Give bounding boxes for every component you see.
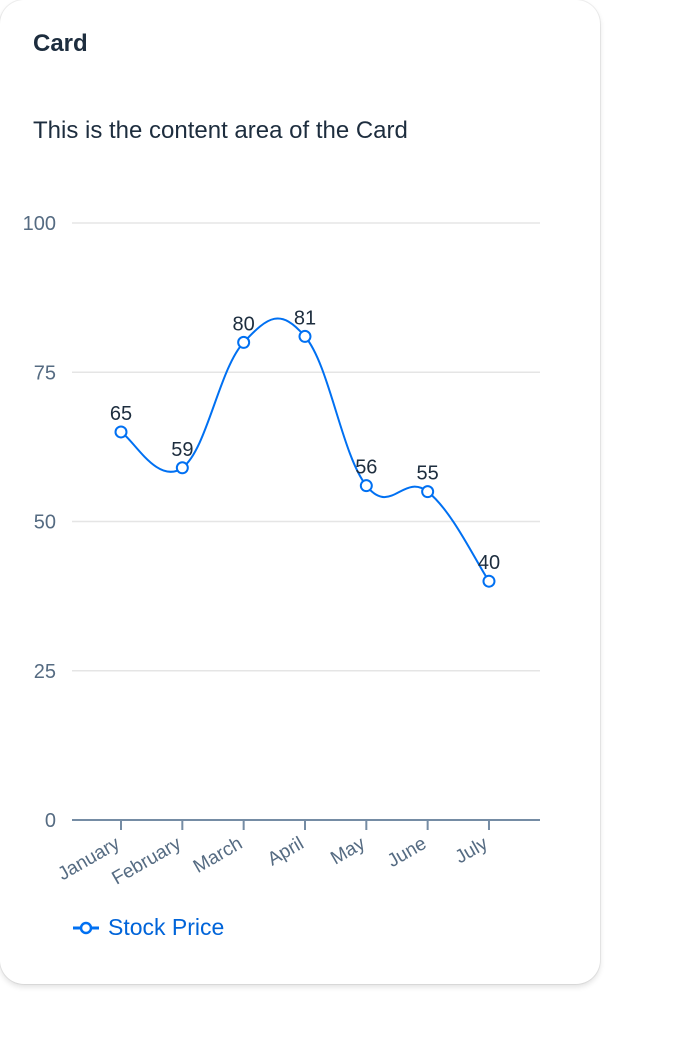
x-tick-label: April xyxy=(264,833,307,870)
data-label: 56 xyxy=(355,457,377,479)
x-axis xyxy=(72,819,540,830)
data-label: 40 xyxy=(478,552,500,574)
data-label: 81 xyxy=(294,307,316,329)
y-tick-label: 50 xyxy=(34,512,56,534)
data-label: 65 xyxy=(110,403,132,425)
y-tick-label: 75 xyxy=(34,362,56,384)
data-point xyxy=(237,335,251,349)
data-points xyxy=(114,329,496,588)
data-point xyxy=(175,461,189,475)
card: Card This is the content area of the Car… xyxy=(22,30,540,941)
legend-item-stock-price[interactable]: Stock Price xyxy=(72,914,224,941)
data-label: 55 xyxy=(417,463,439,485)
x-tick-label: March xyxy=(190,833,246,878)
grid-lines xyxy=(72,222,540,672)
data-point xyxy=(421,485,435,499)
x-tick-label: July xyxy=(452,833,492,868)
card-content-text: This is the content area of the Card xyxy=(33,117,408,144)
data-point xyxy=(359,479,373,493)
y-tick-label: 0 xyxy=(45,810,56,832)
x-tick-label: February xyxy=(108,833,185,889)
y-tick-label: 100 xyxy=(23,213,56,235)
data-point xyxy=(114,425,128,439)
y-axis-ticks: 0 25 50 75 100 xyxy=(23,213,56,832)
data-point xyxy=(482,574,496,588)
x-tick-label: June xyxy=(384,833,430,872)
card-title: Card xyxy=(33,30,88,57)
data-label: 59 xyxy=(171,439,193,461)
data-label: 80 xyxy=(233,313,255,335)
line-marker-icon xyxy=(73,921,99,934)
card-header: Card xyxy=(33,30,88,58)
x-tick-label: May xyxy=(327,833,369,869)
data-point xyxy=(298,329,312,343)
data-labels: 65 59 80 81 56 55 40 xyxy=(110,307,500,574)
y-tick-label: 25 xyxy=(34,661,56,683)
legend-label: Stock Price xyxy=(108,914,225,940)
